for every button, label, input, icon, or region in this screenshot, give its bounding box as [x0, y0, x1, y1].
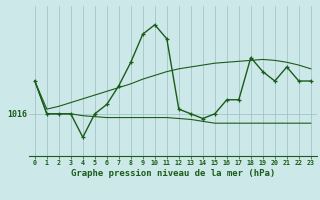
X-axis label: Graphe pression niveau de la mer (hPa): Graphe pression niveau de la mer (hPa) — [71, 169, 275, 178]
